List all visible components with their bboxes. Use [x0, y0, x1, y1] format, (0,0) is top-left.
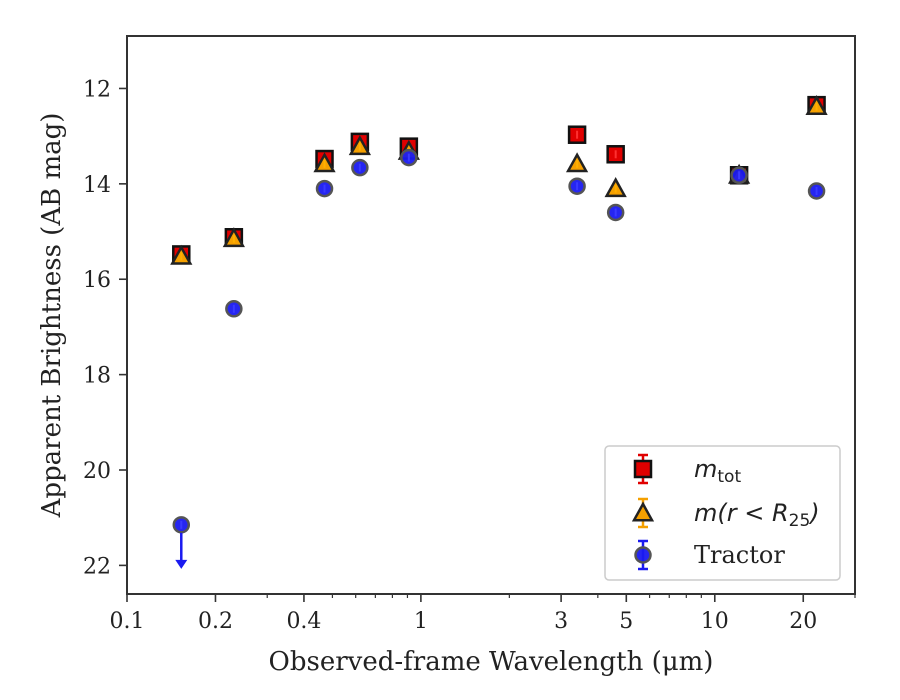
x-tick-label: 3 [554, 609, 568, 634]
y-tick-label: 22 [83, 554, 111, 579]
data-points [170, 95, 828, 569]
legend-box [604, 445, 841, 581]
legend-label-m-tot: mtot [694, 455, 741, 487]
x-tick-label: 0.2 [198, 609, 233, 634]
y-tick-label: 18 [83, 364, 111, 389]
y-tick-label: 20 [83, 459, 111, 484]
legend-label-m-r25-end: ) [808, 499, 819, 527]
legend-triangle-marker [631, 501, 655, 522]
y-axis-label: Apparent Brightness (AB mag) [37, 113, 67, 519]
legend-square-marker [633, 459, 653, 479]
legend-markers [631, 453, 655, 571]
legend: mtot m(r < R25) Tractor [604, 445, 841, 581]
legend-label-m-r25: m(r < R25) [694, 499, 820, 531]
x-tick-label: 1 [414, 609, 428, 634]
y-tick-label: 12 [83, 77, 111, 102]
x-tick-label: 20 [789, 609, 817, 634]
x-tick-label: 5 [619, 609, 633, 634]
x-tick-label: 0.4 [286, 609, 321, 634]
y-tick-label: 14 [83, 173, 111, 198]
legend-circle-marker [634, 546, 652, 564]
legend-label-tractor: Tractor [694, 541, 785, 569]
plot-frame [126, 35, 856, 595]
legend-label-m-tot-main: m [694, 455, 717, 483]
x-tick-label: 0.1 [110, 609, 145, 634]
upper-limit-arrow-head [175, 559, 188, 569]
x-axis-label: Observed-frame Wavelength (μm) [269, 647, 714, 677]
legend-label-m-tot-sub: tot [717, 467, 741, 487]
axis-ticks: 0.1 0.2 0.4 1 3 5 10 20 12 14 16 18 20 22 [83, 77, 856, 634]
legend-label-m-r25-sub: 25 [789, 511, 811, 531]
y-tick-label: 16 [83, 268, 111, 293]
legend-label-m-r25-main: m(r < R [694, 499, 789, 527]
x-tick-label: 10 [701, 609, 729, 634]
